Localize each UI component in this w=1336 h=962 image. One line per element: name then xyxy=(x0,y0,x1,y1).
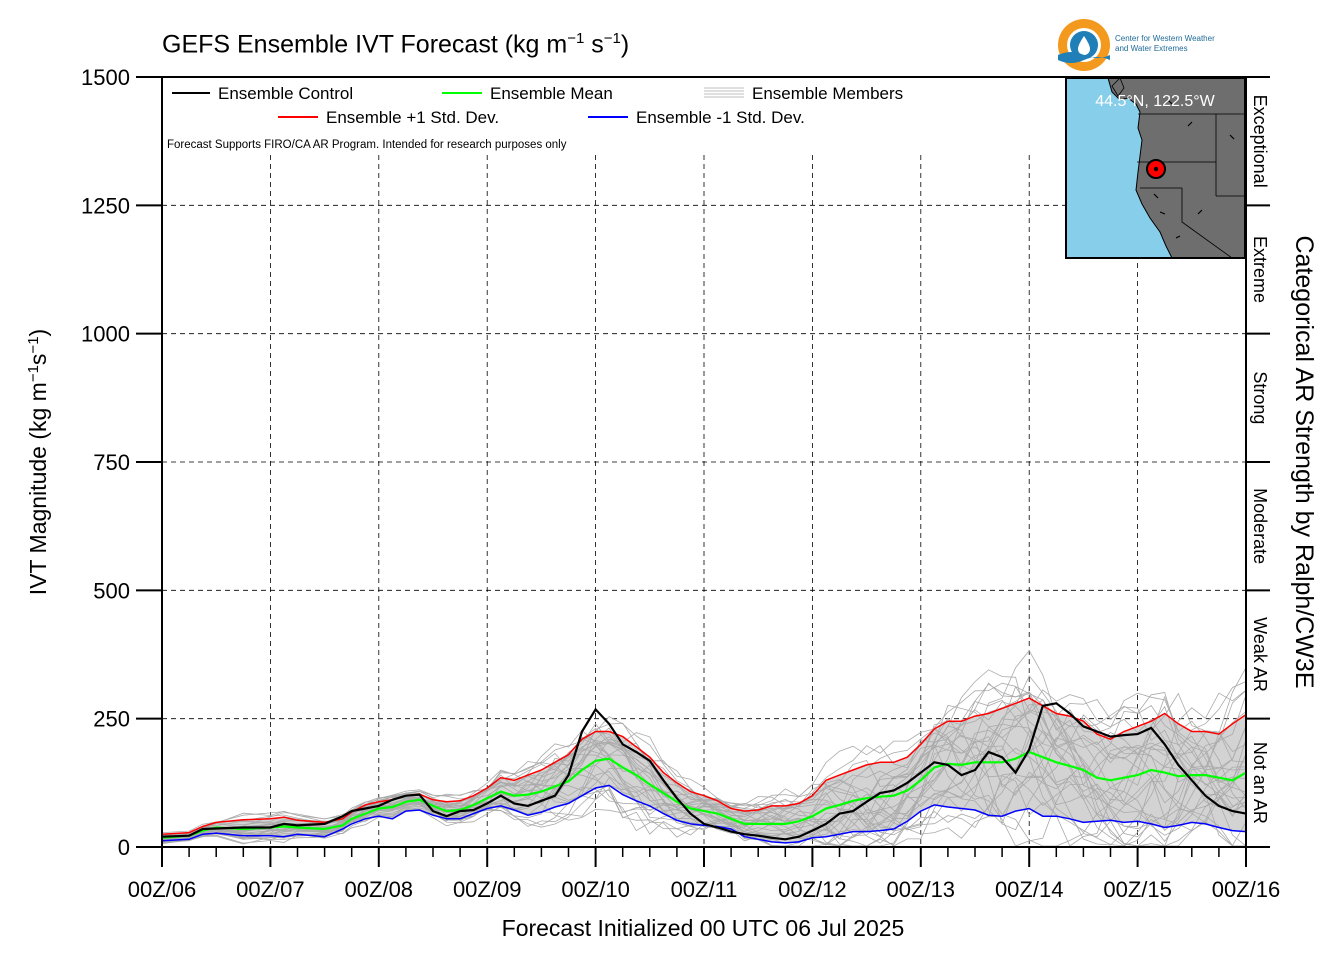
series-line-control xyxy=(162,702,1246,841)
legend: Ensemble Control Ensemble Mean Ensemble … xyxy=(167,84,903,151)
x-tick-label: 00Z/10 xyxy=(561,877,630,902)
x-tick-label: 00Z/12 xyxy=(778,877,847,902)
y-tick-label: 1000 xyxy=(81,322,130,347)
x-tick-label: 00Z/11 xyxy=(671,877,738,902)
member-trace xyxy=(162,692,1246,847)
category-label: Extreme xyxy=(1250,236,1270,303)
member-trace xyxy=(162,725,1246,847)
legend-swatch-members xyxy=(704,87,744,98)
member-trace xyxy=(162,669,1246,847)
x-tick-label: 00Z/16 xyxy=(1212,877,1281,902)
category-label: Not an AR xyxy=(1250,742,1270,824)
x-tick-label: 00Z/08 xyxy=(345,877,414,902)
series-line-mean xyxy=(162,750,1246,839)
x-tick-label: 00Z/14 xyxy=(995,877,1064,902)
x-tick-label: 00Z/07 xyxy=(236,877,305,902)
y-tick-label: 0 xyxy=(118,835,130,860)
chart-title: GEFS Ensemble IVT Forecast (kg m−1 s−1) xyxy=(162,30,630,59)
grid-lines xyxy=(162,155,1246,847)
category-label: Exceptional xyxy=(1250,95,1270,188)
x-tick-label: 00Z/06 xyxy=(128,877,197,902)
y-tick-label: 1500 xyxy=(81,65,130,90)
x-tick-label: 00Z/09 xyxy=(453,877,522,902)
legend-label-control: Ensemble Control xyxy=(218,84,353,103)
x-tick-label: 00Z/13 xyxy=(887,877,956,902)
x-tick-label: 00Z/15 xyxy=(1103,877,1172,902)
y-tick-label: 1250 xyxy=(81,193,130,218)
legend-label-mean: Ensemble Mean xyxy=(490,84,613,103)
inset-frame xyxy=(1065,77,1246,259)
member-trace xyxy=(162,649,1246,847)
inset-rivers xyxy=(1153,99,1235,239)
legend-label-plus: Ensemble +1 Std. Dev. xyxy=(326,108,499,127)
right-axis-title: Categorical AR Strength by Ralph/CW3E xyxy=(1290,236,1318,689)
category-label: Moderate xyxy=(1250,488,1270,564)
disclaimer-note: Forecast Supports FIRO/CA AR Program. In… xyxy=(167,139,567,151)
member-trace xyxy=(162,704,1246,843)
inset-borders xyxy=(1137,113,1245,258)
inset-land xyxy=(1107,78,1245,258)
member-trace xyxy=(162,704,1246,842)
logo-text-line1: Center for Western Weather xyxy=(1115,34,1215,43)
x-axis-title: Forecast Initialized 00 UTC 06 Jul 2025 xyxy=(502,915,905,941)
y-tick-label: 500 xyxy=(93,578,130,603)
category-label: Strong xyxy=(1250,371,1270,424)
cw3e-logo: Center for Western Weather and Water Ext… xyxy=(1058,19,1215,71)
member-trace xyxy=(162,692,1246,847)
legend-label-members: Ensemble Members xyxy=(752,84,903,103)
series-lines xyxy=(162,697,1246,844)
series-line-minus xyxy=(162,784,1246,844)
y-tick-label: 750 xyxy=(93,450,130,475)
legend-label-minus: Ensemble -1 Std. Dev. xyxy=(636,108,805,127)
axes: 0 250 500 750 1000 1250 1500 00Z/06 00Z/07 00Z/08… xyxy=(81,65,1280,902)
y-tick-label: 250 xyxy=(93,707,130,732)
water-drop-icon xyxy=(1078,36,1090,55)
location-inset-map: 44.5°N, 122.5°W xyxy=(1065,77,1246,259)
location-label: 44.5°N, 122.5°W xyxy=(1095,93,1215,110)
logo-text-line2: and Water Extremes xyxy=(1115,44,1188,53)
member-trace xyxy=(162,744,1246,841)
y-axis-title: IVT Magnitude (kg m−1s−1) xyxy=(25,329,51,595)
member-trace xyxy=(162,686,1246,842)
category-label: Weak AR xyxy=(1250,617,1270,692)
